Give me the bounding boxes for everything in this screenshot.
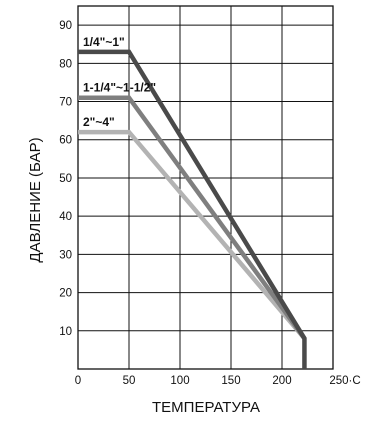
y-tick-label-10: 10 <box>59 326 72 338</box>
x-axis-title: ТЕМПЕРАТУРА <box>152 399 260 416</box>
x-tick-label-50: 50 <box>123 375 136 387</box>
series-lines <box>78 49 307 369</box>
y-tick-label-40: 40 <box>59 211 72 223</box>
x-tick-label-150: 150 <box>221 375 240 387</box>
x-tick-label-250: 250·C <box>329 375 360 387</box>
y-tick-label-60: 60 <box>59 135 72 147</box>
series-label-1: 1/4"~1" <box>83 35 125 49</box>
y-tick-label-20: 20 <box>59 288 72 300</box>
x-tick-label-0: 0 <box>75 375 81 387</box>
series-line-3 <box>78 129 307 340</box>
series-line-1 <box>78 49 307 369</box>
tick-labels: 0 50 100 150 200 250·C 10 20 30 40 50 60 70 80 90 <box>59 20 360 387</box>
series-label-2: 1-1/4"~1-1/2" <box>83 81 156 95</box>
y-tick-label-30: 30 <box>59 249 72 261</box>
x-tick-label-200: 200 <box>272 375 291 387</box>
y-axis-title: ДАВЛЕНИЕ (БАР) <box>27 137 44 262</box>
y-tick-label-70: 70 <box>59 97 72 109</box>
y-tick-label-50: 50 <box>59 173 72 185</box>
plot-border <box>77 5 334 370</box>
series-line-2 <box>78 95 307 340</box>
y-tick-label-90: 90 <box>59 20 72 32</box>
grid <box>77 5 334 370</box>
y-tick-label-80: 80 <box>59 58 72 70</box>
series-label-3: 2"~4" <box>83 115 115 129</box>
x-tick-label-100: 100 <box>170 375 189 387</box>
series-labels: 1/4"~1" 1-1/4"~1-1/2" 2"~4" <box>83 35 156 129</box>
